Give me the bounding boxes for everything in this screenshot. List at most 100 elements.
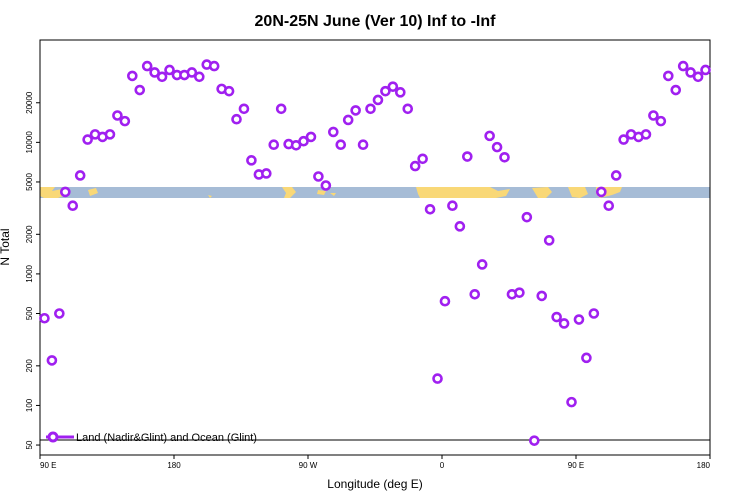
data-point bbox=[439, 295, 451, 307]
y-tick-label: 100 bbox=[25, 398, 34, 412]
data-point bbox=[149, 67, 160, 78]
data-point bbox=[39, 312, 50, 324]
data-point bbox=[529, 435, 540, 446]
land-africa-arabia bbox=[416, 187, 510, 198]
data-point bbox=[335, 139, 347, 150]
data-point bbox=[581, 352, 592, 364]
data-point bbox=[670, 84, 682, 96]
data-point bbox=[700, 64, 711, 76]
y-tick-label: 5000 bbox=[25, 173, 34, 191]
data-point bbox=[476, 259, 488, 270]
data-point bbox=[663, 70, 674, 82]
land-caribbean-1 bbox=[317, 190, 326, 195]
x-tick-label: 90 W bbox=[299, 461, 318, 470]
data-point bbox=[298, 135, 309, 147]
data-point bbox=[313, 171, 324, 182]
y-tick-label: 2000 bbox=[25, 225, 34, 243]
data-point bbox=[290, 139, 302, 151]
data-point bbox=[141, 60, 153, 72]
x-tick-label: 180 bbox=[167, 461, 181, 470]
data-points bbox=[39, 59, 711, 446]
data-point bbox=[67, 200, 79, 211]
legend-label: Land (Nadir&Glint) and Ocean (Glint) bbox=[76, 432, 257, 444]
y-tick-label: 1000 bbox=[25, 264, 34, 282]
data-point bbox=[208, 60, 220, 72]
y-tick-label: 200 bbox=[25, 359, 34, 373]
data-point bbox=[566, 396, 577, 408]
data-point bbox=[543, 235, 555, 246]
legend-marker bbox=[47, 431, 59, 443]
data-point bbox=[134, 84, 146, 96]
data-point bbox=[54, 308, 65, 319]
land-speck-1 bbox=[208, 195, 212, 198]
data-point bbox=[60, 186, 71, 198]
data-point bbox=[521, 211, 533, 223]
land-caribbean-2 bbox=[330, 193, 336, 196]
data-point bbox=[588, 308, 600, 319]
chart-title: 20N-25N June (Ver 10) Inf to -Inf bbox=[255, 13, 497, 30]
data-point bbox=[677, 60, 689, 72]
data-point bbox=[454, 221, 466, 232]
data-point bbox=[127, 70, 138, 82]
data-point bbox=[156, 71, 168, 83]
data-point bbox=[424, 203, 436, 215]
data-point bbox=[357, 139, 369, 150]
data-point bbox=[261, 168, 272, 179]
land-speck-2 bbox=[462, 190, 466, 193]
data-point bbox=[536, 290, 548, 302]
data-point bbox=[350, 105, 361, 116]
y-tick-label: 50 bbox=[25, 440, 34, 449]
data-point bbox=[372, 94, 384, 106]
plot-frame bbox=[39, 39, 711, 456]
data-point bbox=[74, 170, 86, 181]
data-point bbox=[231, 113, 242, 125]
y-axis-label: N Total bbox=[0, 228, 12, 265]
y-axis: 50 100 200 500 1000 2000 5000 10000 20000 bbox=[25, 91, 40, 449]
data-point bbox=[462, 151, 473, 162]
data-point bbox=[320, 180, 332, 191]
data-point bbox=[514, 287, 525, 298]
data-point bbox=[469, 288, 481, 300]
x-tick-label: 90 E bbox=[568, 461, 584, 470]
data-point bbox=[246, 155, 257, 166]
data-point bbox=[186, 67, 198, 78]
data-point bbox=[104, 129, 116, 140]
data-point bbox=[618, 134, 629, 145]
data-point bbox=[395, 87, 406, 98]
land-island bbox=[88, 188, 98, 196]
data-point bbox=[499, 151, 510, 163]
y-tick-label: 500 bbox=[25, 306, 34, 320]
data-point bbox=[551, 311, 562, 323]
data-point bbox=[194, 71, 205, 83]
data-point bbox=[119, 115, 131, 127]
data-point bbox=[447, 200, 458, 211]
data-point bbox=[342, 114, 354, 126]
data-point bbox=[648, 110, 659, 121]
legend: Land (Nadir&Glint) and Ocean (Glint) bbox=[46, 431, 257, 444]
x-tick-label: 0 bbox=[440, 461, 445, 470]
data-point bbox=[238, 103, 250, 115]
data-point bbox=[640, 129, 652, 140]
land-americas bbox=[282, 187, 296, 198]
data-point bbox=[685, 67, 696, 78]
data-point bbox=[268, 139, 280, 150]
data-point bbox=[491, 141, 503, 153]
data-point bbox=[275, 103, 287, 115]
data-point bbox=[484, 130, 495, 142]
data-point bbox=[573, 314, 585, 325]
data-point bbox=[328, 126, 339, 138]
land-india-coast bbox=[532, 187, 552, 198]
data-point bbox=[387, 81, 399, 92]
y-tick-label: 10000 bbox=[25, 131, 34, 154]
data-point bbox=[46, 355, 58, 366]
x-tick-label: 180 bbox=[697, 461, 711, 470]
data-point bbox=[417, 153, 428, 165]
data-point bbox=[380, 85, 391, 97]
x-axis: 90 E 180 90 W 0 90 E 180 bbox=[39, 455, 711, 470]
data-point bbox=[305, 131, 317, 143]
ocean-band bbox=[40, 187, 710, 198]
land-se-asia bbox=[568, 187, 588, 198]
data-point bbox=[409, 160, 421, 172]
data-point bbox=[603, 200, 615, 211]
